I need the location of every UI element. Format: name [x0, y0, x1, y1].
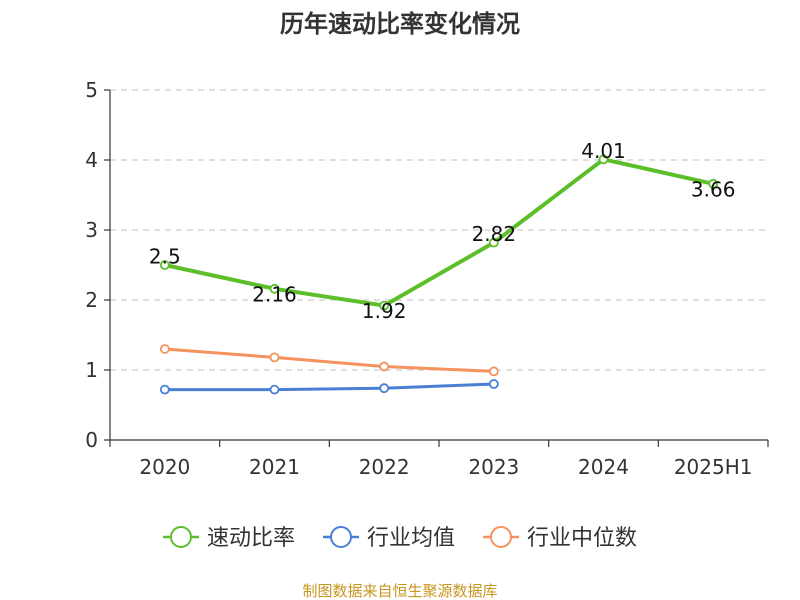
series-line	[162, 157, 716, 308]
legend-item[interactable]: 行业均值	[323, 526, 455, 551]
legend-item[interactable]: 速动比率	[163, 526, 295, 551]
legend-label: 行业均值	[367, 526, 455, 551]
chart-title: 历年速动比率变化情况	[280, 10, 520, 38]
data-point	[159, 260, 170, 270]
data-labels: 2.5 2.16 1.92 2.82 4.01 3.66	[149, 139, 736, 323]
data-label: 4.01	[581, 139, 626, 163]
data-point	[488, 237, 499, 248]
y-tick-label: 4	[85, 148, 98, 172]
legend-swatch-marker	[490, 526, 512, 548]
data-point	[159, 344, 170, 354]
legend-label: 速动比率	[207, 526, 295, 551]
grid-lines	[110, 89, 768, 371]
data-point	[488, 379, 499, 389]
series-line	[163, 347, 496, 373]
source-note: 制图数据来自恒生聚源数据库	[302, 582, 497, 600]
data-label: 1.92	[362, 299, 407, 323]
y-tick-label: 1	[85, 358, 98, 382]
legend-swatch-marker	[330, 526, 352, 548]
data-point	[708, 178, 719, 189]
y-tick-label: 5	[85, 78, 98, 102]
y-tick-label: 2	[85, 288, 98, 312]
x-tick-label: 2022	[359, 455, 410, 479]
data-label: 3.66	[691, 177, 736, 201]
data-point	[379, 383, 390, 394]
data-label: 2.16	[252, 282, 297, 306]
data-point	[488, 366, 499, 377]
data-point	[269, 283, 280, 294]
data-point	[269, 384, 280, 395]
x-tick-label: 2021	[249, 455, 300, 479]
x-tick-label: 2020	[139, 455, 190, 479]
data-label: 2.82	[472, 222, 517, 246]
x-tick-label: 2024	[578, 455, 629, 479]
legend-swatch-marker	[170, 526, 192, 548]
y-tick-label: 0	[85, 428, 98, 452]
data-point	[379, 361, 390, 372]
data-point	[159, 384, 170, 395]
data-point	[379, 300, 390, 311]
data-point	[269, 352, 280, 363]
x-tick-label: 2023	[468, 455, 519, 479]
series-lines	[159, 154, 719, 395]
legend-label: 行业中位数	[527, 526, 637, 551]
legend-item[interactable]: 行业中位数	[483, 526, 637, 551]
y-tick-label: 3	[85, 218, 98, 242]
series-line	[163, 382, 496, 392]
legend[interactable]: 速动比率 行业均值 行业中位数	[163, 526, 637, 551]
x-tick-label: 2025H1	[674, 455, 753, 479]
axes: 0 1 2 3 4 5 2020 2021 2022 2023 2024 2025H1	[85, 78, 769, 479]
data-label: 2.5	[149, 245, 181, 269]
data-point	[598, 154, 609, 165]
